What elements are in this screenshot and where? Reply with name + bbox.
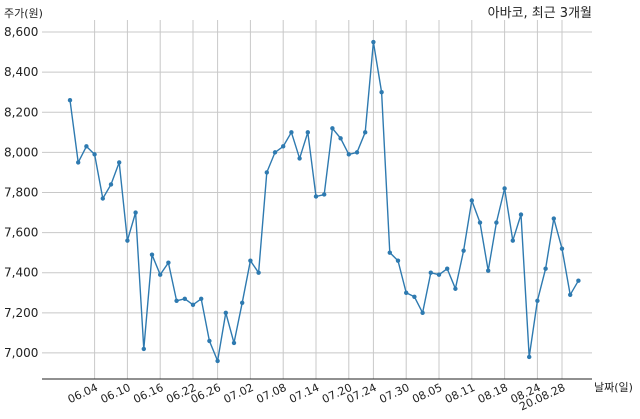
data-point [117, 160, 122, 165]
data-point [387, 250, 392, 255]
price-points [67, 39, 581, 364]
data-point [84, 144, 89, 149]
data-point [313, 194, 319, 199]
x-tick-label: 06.04 [66, 381, 100, 406]
y-tick-label: 8,200 [4, 105, 38, 119]
data-point [453, 286, 458, 291]
x-tick-label: 07.14 [287, 381, 321, 406]
data-point [158, 272, 163, 277]
x-axis-ticks: 06.0406.1006.1606.2206.2607.0207.0807.14… [66, 381, 567, 413]
data-point [108, 182, 114, 187]
y-tick-label: 7,400 [4, 266, 38, 280]
data-point [428, 270, 433, 275]
data-point [92, 152, 97, 157]
chart-title: 아바코, 최근 3개월 [488, 6, 592, 21]
data-point [67, 98, 73, 103]
y-axis-label: 주가(원) [4, 7, 43, 20]
grid-lines [42, 20, 592, 379]
x-tick-label: 07.02 [222, 381, 256, 406]
data-point [551, 216, 556, 221]
data-point [281, 144, 286, 149]
data-point [535, 298, 540, 303]
data-point [215, 358, 220, 364]
data-point [486, 268, 491, 273]
data-point [256, 270, 261, 275]
data-point [264, 170, 269, 175]
x-tick-label: 08.11 [443, 381, 477, 406]
data-point [436, 272, 442, 277]
data-point [182, 296, 187, 301]
data-point [149, 252, 155, 257]
data-point [543, 266, 548, 271]
data-point [379, 90, 384, 95]
data-point [305, 130, 310, 135]
y-tick-label: 8,600 [4, 25, 38, 39]
data-point [354, 150, 360, 155]
data-point [100, 196, 106, 201]
data-point [494, 220, 499, 225]
y-tick-label: 7,800 [4, 185, 38, 199]
data-point [166, 260, 171, 265]
data-point [527, 354, 532, 360]
data-point [371, 39, 376, 45]
data-point [223, 310, 228, 316]
data-point [174, 298, 179, 303]
data-point [559, 246, 565, 251]
y-tick-label: 7,600 [4, 226, 38, 240]
y-tick-label: 8,400 [4, 65, 38, 79]
x-tick-label: 08.18 [476, 381, 510, 406]
x-tick-label: 07.08 [254, 381, 288, 406]
data-point [395, 258, 401, 263]
data-point [568, 292, 573, 297]
data-point [363, 130, 368, 135]
data-point [412, 294, 417, 299]
data-point [231, 340, 237, 346]
data-point [133, 210, 138, 215]
data-point [297, 156, 302, 161]
x-tick-label: 06.10 [99, 381, 133, 406]
data-point [510, 238, 515, 243]
y-tick-label: 7,000 [4, 346, 38, 360]
data-point [272, 150, 278, 155]
data-point [576, 278, 581, 283]
x-tick-label: 07.30 [377, 381, 411, 406]
data-point [404, 290, 409, 295]
data-point [76, 160, 81, 165]
data-point [141, 346, 146, 352]
x-tick-label: 06.16 [131, 381, 165, 406]
data-point [346, 152, 351, 157]
data-point [125, 238, 130, 243]
data-point [207, 338, 212, 344]
x-axis-label: 날짜(일) [594, 380, 633, 394]
data-point [518, 212, 524, 217]
data-point [199, 296, 204, 301]
y-axis-ticks: 7,000 7,200 7,400 7,600 7,800 8,000 8,200 8,400… [4, 25, 38, 360]
data-point [445, 266, 450, 271]
y-tick-label: 8,000 [4, 145, 38, 159]
data-point [477, 220, 483, 225]
data-point [190, 302, 196, 307]
data-point [420, 310, 425, 316]
x-tick-label: 08.05 [410, 381, 444, 406]
data-point [469, 198, 474, 203]
data-point [322, 192, 327, 197]
data-point [240, 300, 245, 305]
data-point [338, 136, 343, 141]
data-point [502, 186, 507, 191]
data-point [461, 248, 466, 253]
data-point [289, 130, 294, 135]
data-point [248, 258, 253, 263]
y-tick-label: 7,200 [4, 306, 38, 320]
data-point [330, 126, 335, 131]
